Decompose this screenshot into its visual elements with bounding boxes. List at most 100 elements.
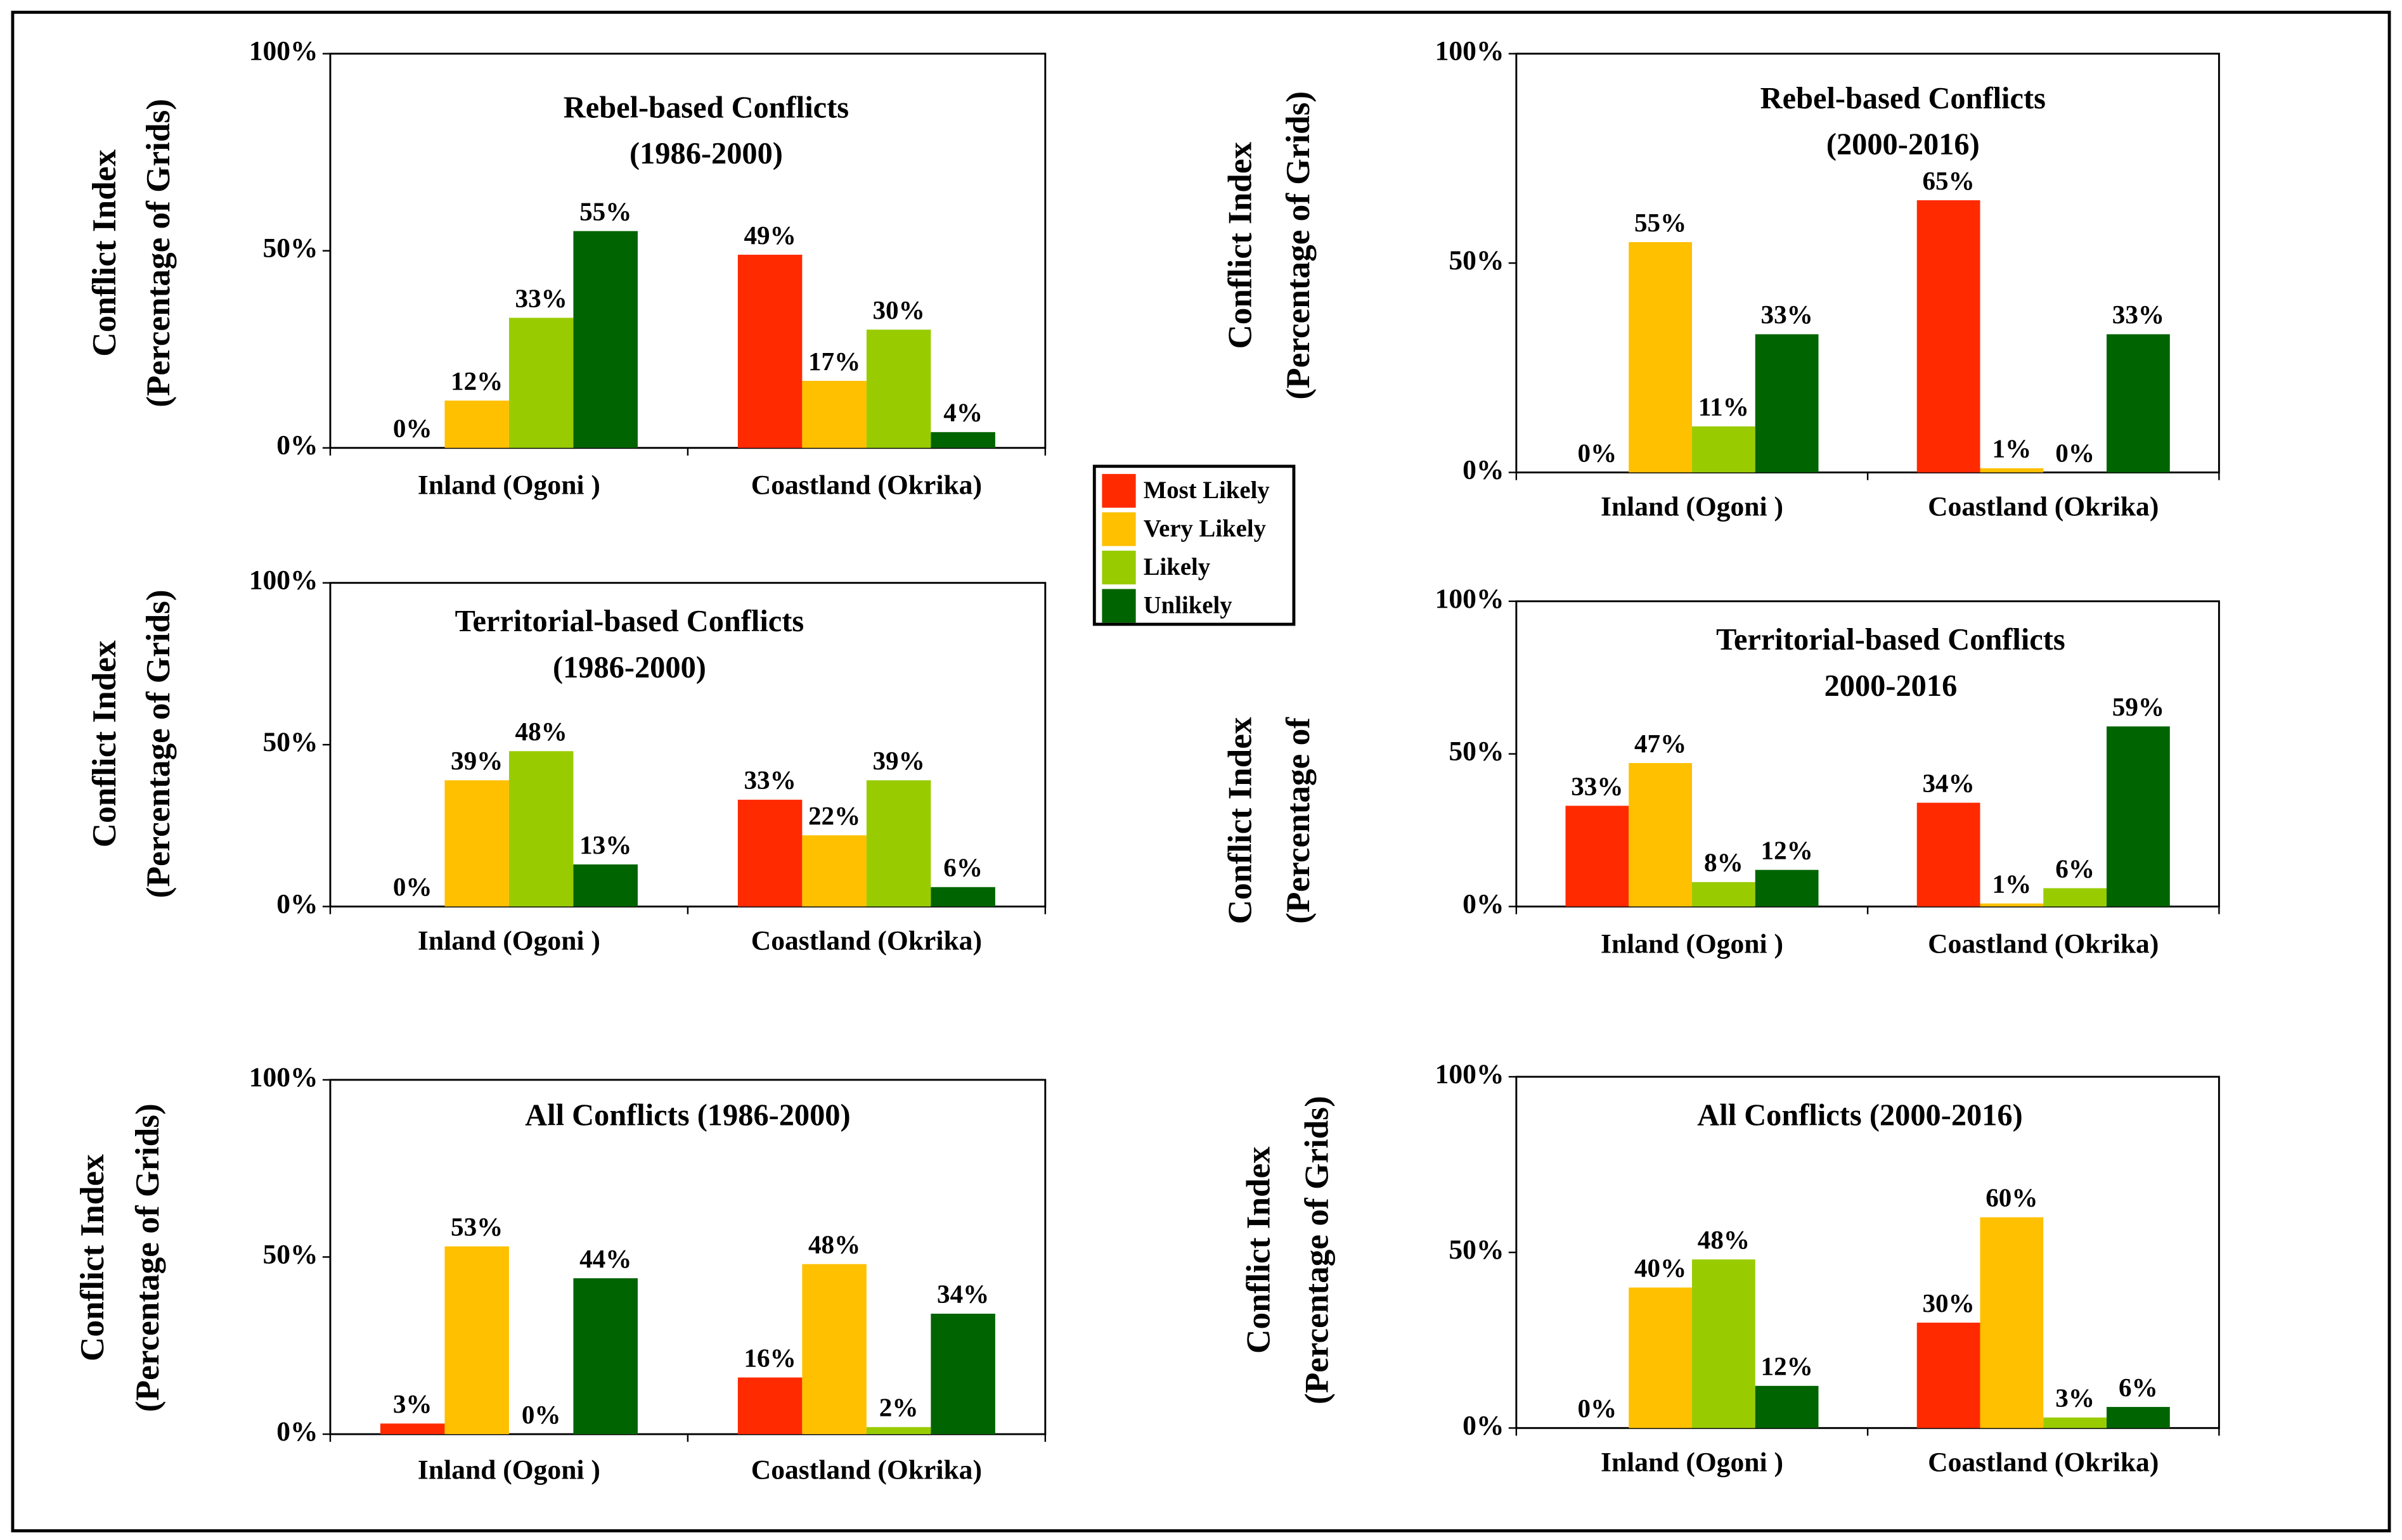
- y-axis-label: (Percentage of Grids): [1279, 91, 1317, 400]
- data-label: 0%: [522, 1400, 561, 1429]
- data-label: 39%: [451, 746, 503, 775]
- outer-frame: [11, 10, 2391, 1532]
- bar: [737, 1377, 803, 1434]
- bar: [1565, 805, 1629, 907]
- data-label: 55%: [579, 196, 631, 226]
- bar: [1629, 1287, 1693, 1428]
- data-label: 48%: [1698, 1225, 1750, 1254]
- x-tick-label: Inland (Ogoni ): [1601, 928, 1783, 959]
- data-label: 12%: [1761, 1352, 1813, 1381]
- bar: [444, 401, 509, 448]
- bar: [1916, 200, 1980, 473]
- y-tick-label: 100%: [1435, 1059, 1504, 1089]
- legend-swatch: [1102, 589, 1136, 623]
- data-label: 17%: [808, 347, 860, 376]
- y-axis-label: Conflict Index: [86, 640, 123, 847]
- data-label: 0%: [2055, 438, 2095, 467]
- x-tick-label: Inland (Ogoni ): [1601, 492, 1783, 522]
- data-label: 49%: [744, 221, 796, 250]
- y-axis-label: Conflict Index: [1239, 1146, 1277, 1354]
- bar: [1916, 802, 1980, 907]
- bar: [931, 432, 995, 448]
- data-label: 11%: [1698, 392, 1749, 421]
- bar: [866, 780, 931, 907]
- y-tick-label: 0%: [276, 430, 318, 461]
- data-label: 48%: [808, 1229, 860, 1259]
- bar: [1755, 334, 1819, 473]
- legend-label: Likely: [1144, 553, 1210, 581]
- data-label: 65%: [1922, 166, 1974, 195]
- y-tick-label: 0%: [276, 889, 318, 919]
- x-tick-label: Inland (Ogoni ): [418, 470, 600, 501]
- y-tick-label: 50%: [263, 1239, 318, 1269]
- bar: [573, 231, 638, 448]
- y-axis-label: (Percentage of Grids): [139, 589, 177, 898]
- data-label: 34%: [937, 1280, 989, 1309]
- y-axis-label: (Percentage of Grids): [129, 1103, 166, 1412]
- x-tick-label: Coastland (Okrika): [1928, 1447, 2159, 1477]
- data-label: 8%: [1704, 848, 1743, 877]
- legend-label: Unlikely: [1144, 591, 1232, 619]
- legend-label: Most Likely: [1144, 477, 1270, 504]
- y-tick-label: 50%: [1449, 1235, 1504, 1265]
- bar: [802, 835, 867, 907]
- bar: [1692, 882, 1755, 907]
- data-label: 30%: [872, 295, 924, 324]
- legend: Most Likely Very Likely Likely Unlikely: [1092, 465, 1296, 626]
- chart-title: All Conflicts (2000-2016): [1697, 1099, 2022, 1133]
- bar: [1980, 468, 2044, 473]
- data-label: 40%: [1634, 1253, 1686, 1282]
- bar: [444, 780, 509, 907]
- data-label: 30%: [1922, 1288, 1974, 1318]
- data-label: 44%: [579, 1244, 631, 1273]
- data-label: 33%: [744, 766, 796, 795]
- bar: [2107, 1407, 2170, 1428]
- x-tick-label: Inland (Ogoni ): [418, 925, 600, 956]
- bar: [573, 1278, 638, 1434]
- y-tick-label: 100%: [249, 36, 318, 67]
- bar: [2107, 334, 2170, 473]
- data-label: 12%: [1761, 835, 1813, 864]
- y-tick-label: 0%: [1463, 454, 1504, 485]
- y-axis-label: Conflict Index: [74, 1154, 111, 1361]
- bar: [1755, 1385, 1819, 1428]
- bar: [508, 318, 574, 448]
- x-tick-label: Coastland (Okrika): [751, 1455, 982, 1485]
- chart-subtitle: (1986-2000): [553, 651, 706, 684]
- bar: [737, 254, 803, 448]
- data-label: 2%: [879, 1393, 919, 1422]
- y-tick-label: 50%: [263, 233, 318, 264]
- legend-swatch: [1102, 512, 1136, 546]
- bar: [802, 1264, 867, 1434]
- bar: [1980, 903, 2044, 907]
- x-tick-label: Coastland (Okrika): [1928, 492, 2159, 522]
- bar: [866, 330, 931, 448]
- bar: [2107, 726, 2170, 907]
- data-label: 48%: [515, 717, 567, 746]
- y-tick-label: 50%: [1449, 736, 1504, 767]
- data-label: 22%: [808, 801, 860, 830]
- data-label: 60%: [1986, 1183, 2037, 1212]
- data-label: 59%: [2112, 692, 2164, 721]
- data-label: 6%: [943, 853, 983, 882]
- y-tick-label: 50%: [263, 727, 318, 757]
- data-label: 1%: [1992, 869, 2032, 898]
- bar: [866, 1427, 931, 1434]
- chart-title: Territorial-based Conflicts: [1716, 623, 2065, 657]
- data-label: 3%: [393, 1389, 432, 1418]
- bar: [2043, 1417, 2107, 1428]
- data-label: 6%: [2055, 854, 2095, 883]
- data-label: 4%: [943, 398, 983, 427]
- bar: [737, 799, 803, 907]
- data-label: 6%: [2119, 1373, 2158, 1402]
- bar: [1692, 426, 1755, 473]
- bar: [1980, 1217, 2044, 1428]
- data-label: 33%: [1761, 300, 1813, 329]
- data-label: 33%: [2112, 300, 2164, 329]
- data-label: 53%: [451, 1212, 503, 1241]
- legend-swatch: [1102, 473, 1136, 508]
- bar: [1916, 1323, 1980, 1428]
- y-axis-label: (Percentage of: [1279, 717, 1317, 924]
- data-label: 12%: [451, 366, 503, 395]
